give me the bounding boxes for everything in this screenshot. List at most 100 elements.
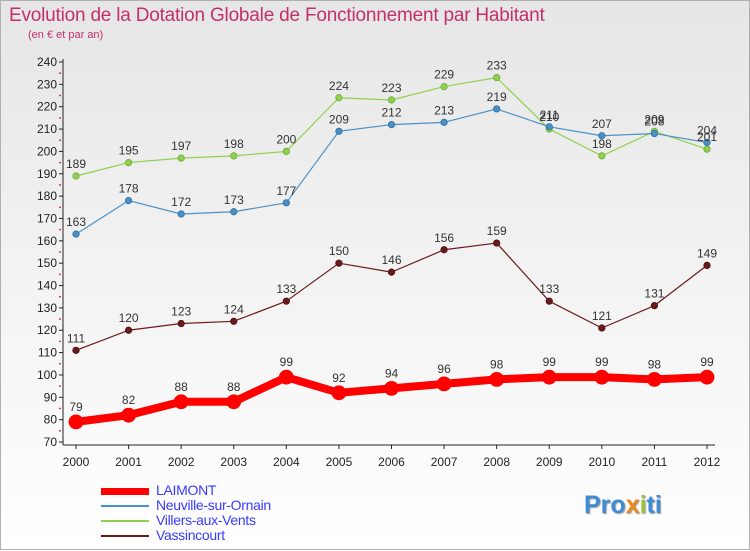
data-label-vassincourt: 133 [276, 282, 296, 296]
data-point-vassincourt [598, 324, 606, 332]
y-tick-label: 130 [37, 301, 57, 315]
y-tick-label: 210 [37, 122, 57, 136]
data-label-villers-aux-vents: 201 [697, 130, 717, 144]
y-minor-tick [59, 429, 61, 432]
x-tick-label: 2007 [431, 455, 458, 469]
data-point-neuville-sur-ornain [124, 196, 133, 205]
data-point-neuville-sur-ornain [545, 123, 553, 131]
data-label-neuville-sur-ornain: 219 [487, 90, 507, 104]
logo-part-3: i [639, 491, 647, 519]
logo-part-1: Pro [584, 491, 626, 519]
y-minor-tick [59, 139, 61, 142]
data-point-villers-aux-vents [72, 172, 80, 180]
data-label-laimont: 88 [174, 380, 188, 394]
logo-part-2: x [625, 491, 640, 519]
data-label-laimont: 99 [280, 355, 294, 369]
data-label-vassincourt: 149 [697, 246, 717, 260]
legend-swatch-villers [101, 520, 149, 522]
data-point-villers-aux-vents [703, 145, 711, 153]
data-point-villers-aux-vents [335, 94, 343, 102]
y-minor-tick [59, 385, 61, 388]
y-tick-label: 80 [44, 413, 58, 427]
data-point-neuville-sur-ornain [387, 120, 396, 129]
y-tick-label: 150 [37, 256, 57, 270]
x-tick-label: 2008 [483, 455, 510, 469]
data-label-vassincourt: 159 [487, 224, 507, 238]
y-tick-label: 120 [37, 323, 57, 337]
x-tick-label: 2010 [588, 455, 615, 469]
data-point-villers-aux-vents [387, 96, 396, 104]
data-label-vassincourt: 133 [539, 282, 559, 296]
y-tick-label: 110 [38, 346, 57, 360]
y-tick-label: 100 [37, 368, 57, 382]
data-point-villers-aux-vents [440, 82, 448, 91]
y-minor-tick [59, 251, 61, 253]
y-minor-tick [59, 184, 61, 186]
data-point-laimont [699, 369, 715, 385]
y-tick-label: 230 [37, 77, 57, 91]
data-label-villers-aux-vents: 198 [224, 137, 244, 151]
legend-label-laimont: LAIMONT [156, 482, 217, 498]
y-tick-label: 220 [37, 100, 57, 114]
data-point-neuville-sur-ornain [598, 132, 606, 140]
legend-label-vassincourt: Vassincourt [156, 527, 225, 543]
data-label-neuville-sur-ornain: 211 [540, 108, 559, 122]
data-label-villers-aux-vents: 229 [434, 68, 454, 82]
legend-label-villers: Villers-aux-Vents [156, 512, 256, 528]
data-label-laimont: 99 [700, 355, 714, 369]
data-point-laimont [541, 369, 557, 385]
data-label-vassincourt: 150 [329, 244, 349, 258]
y-tick-label: 140 [37, 279, 57, 293]
data-label-vassincourt: 123 [171, 305, 191, 319]
y-minor-tick [59, 318, 61, 320]
y-tick-label: 90 [44, 390, 58, 404]
data-label-villers-aux-vents: 210 [539, 110, 559, 124]
data-label-laimont: 82 [122, 393, 136, 407]
data-label-laimont: 98 [648, 357, 662, 371]
data-point-laimont [121, 407, 136, 423]
data-point-laimont [278, 369, 294, 385]
data-point-laimont [647, 372, 662, 387]
data-point-neuville-sur-ornain [703, 138, 711, 147]
y-minor-tick [59, 362, 61, 365]
data-label-villers-aux-vents: 233 [487, 59, 507, 73]
data-point-vassincourt [124, 326, 133, 334]
data-label-vassincourt: 124 [224, 302, 244, 316]
y-tick-label: 160 [37, 234, 57, 248]
x-tick-label: 2004 [273, 455, 300, 469]
chart-subtitle: (en € et par an) [28, 29, 104, 41]
logo-part-4: ti [646, 491, 662, 519]
y-minor-tick [59, 407, 61, 410]
data-label-villers-aux-vents: 197 [171, 139, 191, 153]
data-label-neuville-sur-ornain: 204 [697, 123, 717, 137]
data-label-vassincourt: 121 [592, 309, 612, 323]
data-point-vassincourt [335, 259, 343, 267]
data-point-neuville-sur-ornain [177, 210, 185, 218]
data-label-laimont: 88 [227, 380, 241, 394]
legend-swatch-vassincourt [101, 535, 149, 537]
legend-swatch-laimont [101, 488, 149, 495]
data-point-vassincourt [493, 239, 501, 247]
data-label-neuville-sur-ornain: 207 [592, 117, 612, 131]
data-point-laimont [226, 394, 242, 410]
data-point-laimont [68, 414, 84, 430]
data-label-laimont: 79 [69, 400, 83, 414]
data-label-villers-aux-vents: 223 [381, 81, 401, 95]
data-point-neuville-sur-ornain [493, 105, 501, 113]
x-tick-label: 2000 [63, 455, 90, 469]
data-point-laimont [173, 394, 189, 410]
y-tick-label: 190 [37, 167, 57, 181]
data-point-laimont [331, 385, 347, 401]
data-point-neuville-sur-ornain [72, 230, 80, 238]
data-label-neuville-sur-ornain: 209 [329, 112, 349, 126]
y-minor-tick [59, 206, 61, 209]
data-label-vassincourt: 156 [434, 231, 454, 245]
data-point-vassincourt [650, 302, 659, 310]
data-point-vassincourt [387, 268, 396, 276]
data-label-villers-aux-vents: 209 [644, 112, 664, 126]
data-point-vassincourt [230, 317, 238, 325]
data-point-vassincourt [282, 297, 290, 305]
data-point-villers-aux-vents [124, 158, 133, 167]
